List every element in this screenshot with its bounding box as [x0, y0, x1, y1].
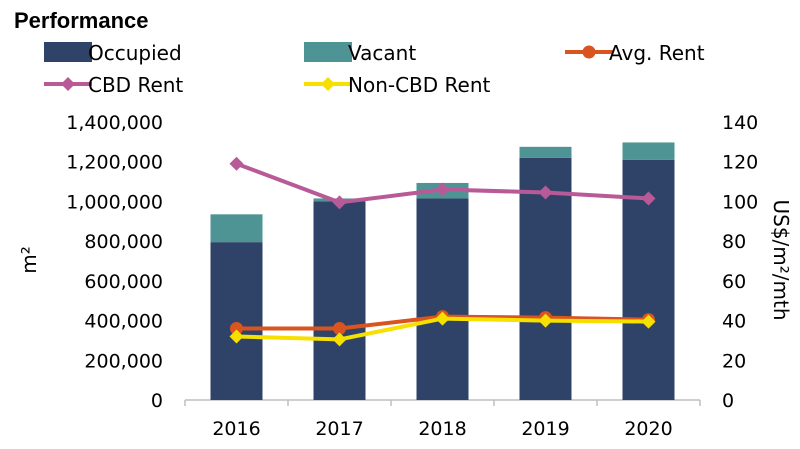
x-tick-label: 2019 [521, 418, 569, 440]
legend-label-occupied: Occupied [88, 41, 182, 65]
y-right-tick-label: 40 [722, 311, 746, 333]
y-left-tick-label: 1,400,000 [66, 112, 163, 134]
y-left-tick-label: 200,000 [84, 350, 163, 372]
bar-occupied [416, 198, 469, 400]
legend-marker-avg-rent [582, 45, 596, 59]
point-non-cbd-rent [641, 314, 656, 329]
y-left-axis-title: m² [17, 246, 41, 274]
y-right-tick-label: 20 [722, 350, 746, 372]
y-left-tick-label: 1,200,000 [66, 152, 163, 174]
point-cbd-rent [435, 182, 450, 197]
legend-label-cbd-rent: CBD Rent [88, 73, 183, 97]
y-right-tick-label: 120 [722, 152, 758, 174]
bars [210, 142, 675, 400]
chart-title: Performance [14, 8, 149, 33]
y-right-tick-label: 80 [722, 231, 746, 253]
point-non-cbd-rent [435, 311, 450, 326]
y-left-tick-label: 600,000 [84, 271, 163, 293]
y-right-axis-title: US$/m²/mth [769, 199, 793, 320]
legend-swatch-occupied [44, 42, 92, 62]
legend-label-vacant: Vacant [348, 41, 416, 65]
y-right-tick-label: 60 [722, 271, 746, 293]
point-cbd-rent [229, 156, 244, 171]
point-non-cbd-rent [332, 332, 347, 347]
y-right-tick-label: 100 [722, 191, 758, 213]
point-avg-rent [230, 322, 243, 336]
legend-label-non-cbd-rent: Non-CBD Rent [348, 73, 491, 97]
point-avg-rent [333, 322, 346, 336]
x-tick-label: 2016 [212, 418, 260, 440]
y-right-tick-label: 0 [722, 390, 734, 412]
legend-marker-non-cbd-rent [321, 77, 335, 91]
point-cbd-rent [641, 191, 656, 206]
bar-vacant [519, 146, 572, 158]
y-left-tick-label: 800,000 [84, 231, 163, 253]
y-left-tick-label: 1,000,000 [66, 191, 163, 213]
legend-swatch-vacant [304, 42, 352, 62]
point-non-cbd-rent [229, 329, 244, 344]
lines [229, 156, 656, 347]
legend-marker-cbd-rent [61, 77, 75, 91]
y-right-tick-label: 140 [722, 112, 758, 134]
point-non-cbd-rent [538, 313, 553, 328]
point-cbd-rent [538, 185, 553, 200]
legend-label-avg-rent: Avg. Rent [609, 41, 705, 65]
bar-vacant [210, 214, 263, 243]
axes: 2016 2017 2018 2019 2020 0 200,000 400,000 600,0… [66, 112, 758, 440]
legend: Occupied Vacant Avg. Rent CBD Rent Non-CBD R… [44, 41, 705, 97]
x-tick-label: 2018 [418, 418, 466, 440]
bar-vacant [622, 142, 675, 160]
y-left-tick-label: 400,000 [84, 311, 163, 333]
bar-occupied [210, 242, 263, 400]
y-left-tick-label: 0 [151, 390, 163, 412]
bar-occupied [313, 201, 366, 400]
x-tick-label: 2017 [315, 418, 363, 440]
point-cbd-rent [332, 195, 347, 210]
x-tick-label: 2020 [624, 418, 672, 440]
